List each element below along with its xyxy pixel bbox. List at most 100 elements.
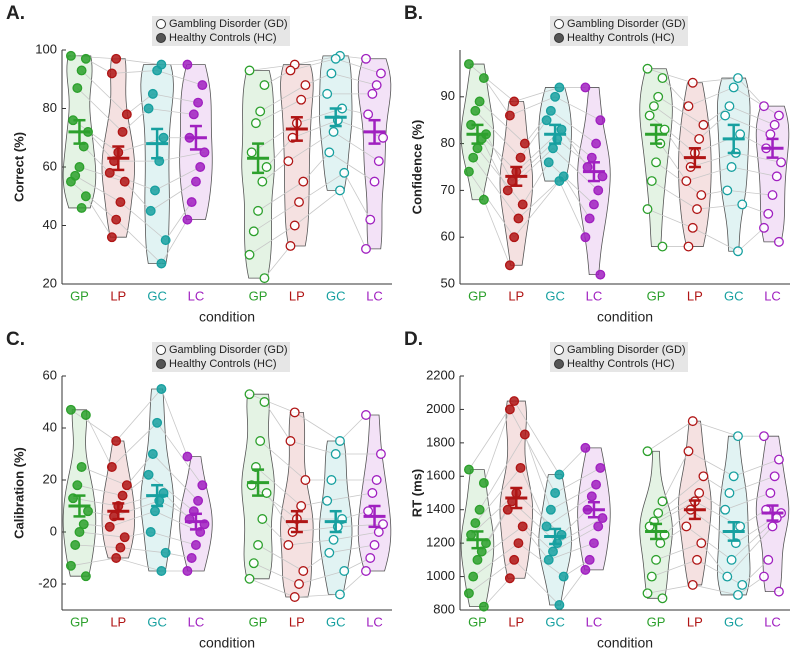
data-point — [195, 162, 206, 172]
data-point — [324, 147, 335, 158]
data-point — [648, 101, 659, 112]
data-point — [642, 446, 653, 457]
subject-line — [472, 157, 519, 219]
subject-line — [563, 176, 591, 219]
subject-line — [253, 562, 300, 585]
subject-line — [249, 393, 295, 413]
subject-line — [647, 68, 693, 84]
data-point — [121, 480, 132, 491]
data-point — [335, 436, 345, 446]
subject-line — [255, 99, 302, 124]
subject-line — [662, 451, 689, 502]
subject-line — [74, 175, 121, 203]
data-point — [513, 213, 524, 224]
data-point — [737, 579, 748, 590]
data-point — [720, 504, 731, 515]
subject-line — [75, 544, 121, 548]
data-point — [190, 176, 201, 187]
data-point — [158, 132, 169, 143]
legend-label: Gambling Disorder (GD) — [169, 18, 288, 30]
data-point — [80, 410, 91, 420]
subject-line — [77, 484, 123, 496]
data-point — [474, 96, 485, 107]
data-point — [733, 73, 743, 84]
subject-line — [335, 58, 382, 74]
subject-line — [696, 204, 743, 210]
data-point — [371, 475, 382, 485]
legend-marker — [156, 19, 166, 29]
data-point — [115, 542, 126, 553]
subject-line — [152, 453, 199, 502]
subject-line — [550, 484, 597, 511]
subject-line — [79, 531, 125, 538]
data-point — [584, 554, 595, 565]
subject-line — [161, 219, 188, 264]
data-point — [156, 566, 167, 576]
subject-line — [468, 559, 515, 594]
data-point — [361, 53, 371, 64]
data-point — [111, 214, 122, 225]
data-point — [378, 132, 389, 143]
data-point — [145, 527, 156, 537]
subject-line — [733, 459, 780, 477]
data-point — [65, 560, 76, 571]
subject-line — [664, 509, 691, 536]
data-point — [554, 469, 565, 480]
subject-line — [266, 492, 293, 533]
data-point — [285, 65, 296, 76]
legend-box — [152, 342, 290, 372]
data-point — [722, 185, 733, 196]
panel-label: B. — [404, 3, 423, 24]
subject-line — [264, 70, 291, 86]
data-point — [478, 601, 489, 612]
data-point — [328, 126, 339, 137]
subject-line — [552, 147, 599, 191]
data-point — [378, 519, 389, 530]
legend-label: Healthy Controls (HC) — [169, 32, 277, 44]
data-point — [554, 600, 565, 610]
subject-line — [703, 105, 730, 126]
y-axis-label: Calibration (%) — [11, 447, 26, 539]
subject-line — [264, 245, 291, 279]
y-tick-label: 800 — [433, 601, 455, 616]
data-point — [285, 436, 296, 446]
x-tick-label: LC — [366, 288, 383, 303]
subject-line — [249, 64, 295, 71]
data-point — [502, 185, 513, 196]
panel: -20 0 20 40 60 C. Calibration (%) condition Gamb… — [6, 329, 392, 651]
y-tick-label: 1400 — [426, 501, 455, 516]
legend-label: Gambling Disorder (GD) — [169, 344, 288, 356]
y-tick-label: 80 — [43, 100, 57, 115]
data-point — [369, 176, 380, 187]
data-point — [147, 449, 158, 459]
subject-line — [692, 77, 739, 84]
subject-line — [550, 110, 597, 144]
subject-line — [87, 131, 115, 162]
data-point — [326, 68, 337, 79]
data-point — [298, 566, 309, 576]
data-point — [72, 480, 83, 491]
data-point — [253, 205, 264, 216]
subject-line — [249, 578, 295, 598]
data-point — [119, 176, 130, 187]
x-tick-label: LC — [586, 288, 603, 303]
subject-line — [115, 388, 162, 442]
subject-line — [124, 181, 152, 212]
data-point — [375, 68, 386, 79]
subject-line — [83, 146, 111, 174]
data-point — [476, 133, 487, 144]
data-point — [152, 65, 163, 76]
data-point — [152, 417, 163, 428]
data-point — [504, 260, 515, 271]
panel-label: A. — [6, 3, 25, 24]
panel-label: C. — [6, 329, 25, 350]
y-tick-label: 1800 — [426, 434, 455, 449]
subject-line — [731, 166, 777, 177]
data-point — [248, 226, 259, 237]
data-point — [365, 214, 376, 225]
y-tick-label: 0 — [50, 523, 57, 538]
data-point — [369, 540, 380, 550]
data-point — [111, 436, 122, 446]
x-tick-label: LC — [188, 288, 205, 303]
subject-line — [647, 208, 693, 229]
